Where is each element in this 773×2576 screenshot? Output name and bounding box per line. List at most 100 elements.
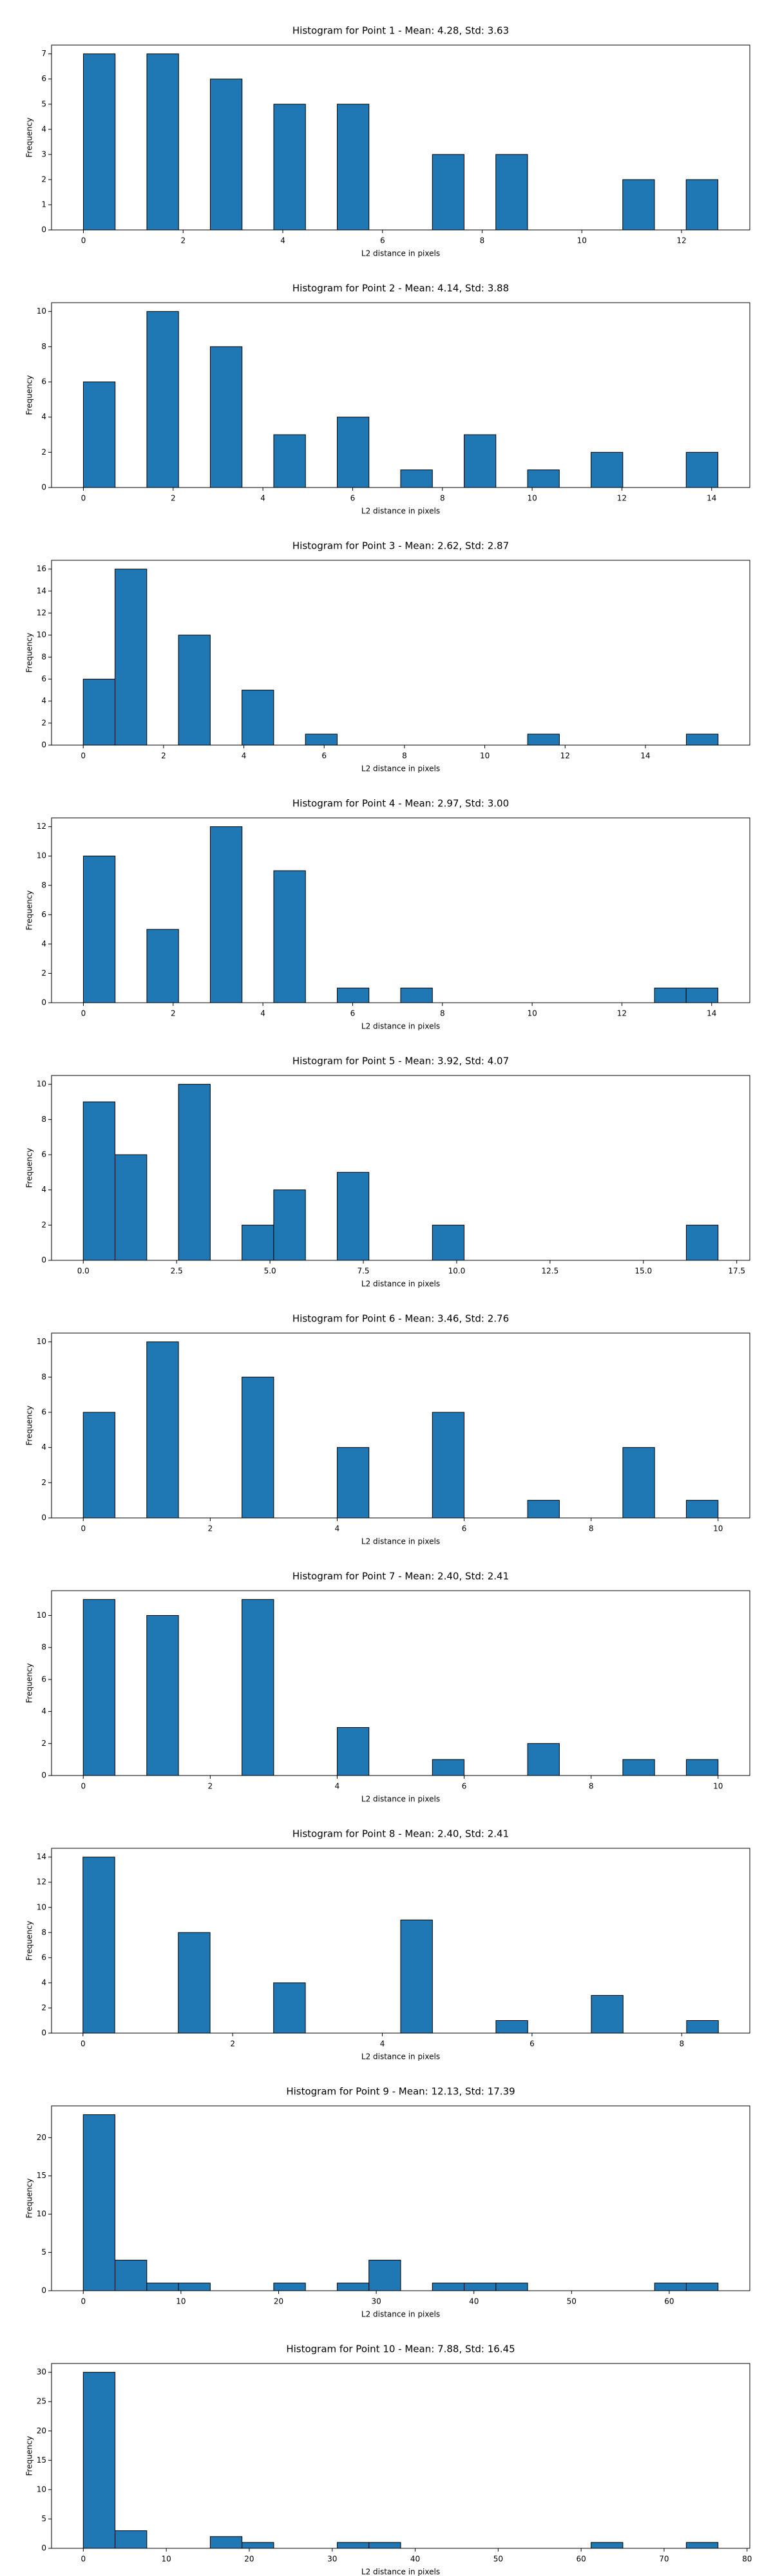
x-axis-label: L2 distance in pixels [361,764,440,773]
x-tick-label: 10 [480,752,490,761]
axes-frame [51,817,750,1003]
bar [336,1447,370,1519]
axes-frame [51,302,750,488]
y-tick-label: 6 [41,1408,46,1417]
x-tick-label: 0 [81,1009,86,1018]
x-tick-label: 0 [81,1524,86,1533]
bar [527,469,560,488]
y-tick-label: 10 [37,1902,46,1911]
bar [146,53,179,231]
x-axis-label: L2 distance in pixels [361,1280,440,1289]
bar [336,2282,370,2291]
y-tick-label: 4 [41,939,46,948]
y-tick-label: 10 [37,1337,46,1346]
x-tick-label: 10.0 [448,1267,466,1276]
axes-frame [51,2363,750,2549]
y-tick-label: 10 [37,1611,46,1620]
x-tick-label: 2 [208,1782,213,1791]
x-tick-label: 4 [380,2040,385,2049]
x-axis-label: L2 distance in pixels [361,1022,440,1031]
chart-title: Histogram for Point 3 - Mean: 2.62, Std:… [292,540,509,552]
x-tick-label: 0 [81,236,86,245]
x-tick-label: 14 [707,494,716,503]
bar [432,1759,465,1776]
y-tick-label: 5 [41,2514,46,2523]
x-tick-label: 2 [171,1009,176,1018]
y-tick-label: 4 [41,412,46,421]
chart-title: Histogram for Point 6 - Mean: 3.46, Std:… [292,1313,509,1325]
y-axis-label: Frequency [25,891,34,931]
bar [115,1154,148,1261]
x-axis-label: L2 distance in pixels [361,1537,440,1546]
bar [82,2114,116,2291]
bar [82,679,116,746]
y-tick-label: 25 [37,2397,46,2406]
x-tick-label: 14 [640,752,650,761]
bar [464,434,497,488]
y-tick-label: 0 [41,1513,46,1522]
y-tick-label: 10 [37,851,46,860]
y-tick-label: 4 [41,696,46,705]
x-tick-label: 50 [567,2297,577,2306]
x-tick-label: 0 [81,2555,86,2564]
bar [527,1500,560,1519]
y-tick-label: 14 [37,586,46,595]
y-tick-label: 10 [37,630,46,639]
x-tick-label: 70 [659,2555,669,2564]
x-tick-label: 50 [493,2555,503,2564]
y-tick-label: 6 [41,1150,46,1159]
x-tick-label: 0 [81,2040,86,2049]
x-axis-label: L2 distance in pixels [361,2310,440,2319]
x-tick-label: 6 [462,1782,467,1791]
x-tick-label: 30 [371,2297,381,2306]
bar [400,1919,433,2034]
x-tick-label: 12 [560,752,570,761]
y-tick-label: 15 [37,2456,46,2465]
x-tick-label: 6 [321,752,327,761]
bar [209,346,243,488]
x-tick-label: 6 [530,2040,535,2049]
y-axis-label: Frequency [25,375,34,415]
bar [432,1412,465,1519]
bar [336,1727,370,1776]
y-tick-label: 8 [41,652,46,661]
bar [82,1412,116,1519]
bar [368,2542,401,2549]
x-tick-label: 20 [244,2555,254,2564]
x-axis-label: L2 distance in pixels [361,1795,440,1804]
y-tick-label: 7 [41,49,46,58]
y-tick-label: 6 [41,74,46,83]
x-tick-label: 8 [480,236,485,245]
x-tick-label: 4 [260,494,265,503]
bar [82,1599,116,1776]
y-tick-label: 4 [41,1707,46,1716]
y-tick-label: 2 [41,175,46,184]
bar [432,154,464,231]
axes-frame [51,560,750,746]
bar [495,2282,528,2291]
chart-title: Histogram for Point 10 - Mean: 7.88, Std… [286,2344,515,2355]
y-tick-label: 5 [41,99,46,108]
y-axis-label: Frequency [25,1406,34,1446]
x-tick-label: 4 [242,752,247,761]
x-tick-label: 8 [440,1009,445,1018]
y-tick-label: 1 [41,200,46,209]
y-tick-label: 8 [41,880,46,889]
x-tick-label: 4 [260,1009,265,1018]
y-tick-label: 4 [41,1978,46,1987]
bar [336,987,370,1003]
x-tick-label: 20 [274,2297,283,2306]
bar [242,2542,274,2549]
x-tick-label: 14 [707,1009,716,1018]
bar [685,1500,719,1519]
bar [685,179,718,231]
bar [685,1759,719,1776]
y-tick-label: 10 [37,307,46,316]
x-tick-label: 7.5 [357,1267,369,1276]
chart-title: Histogram for Point 8 - Mean: 2.40, Std:… [292,1828,509,1840]
y-tick-label: 10 [37,2210,46,2219]
bar [622,179,655,231]
bar [146,1615,179,1776]
y-tick-label: 0 [41,1771,46,1780]
